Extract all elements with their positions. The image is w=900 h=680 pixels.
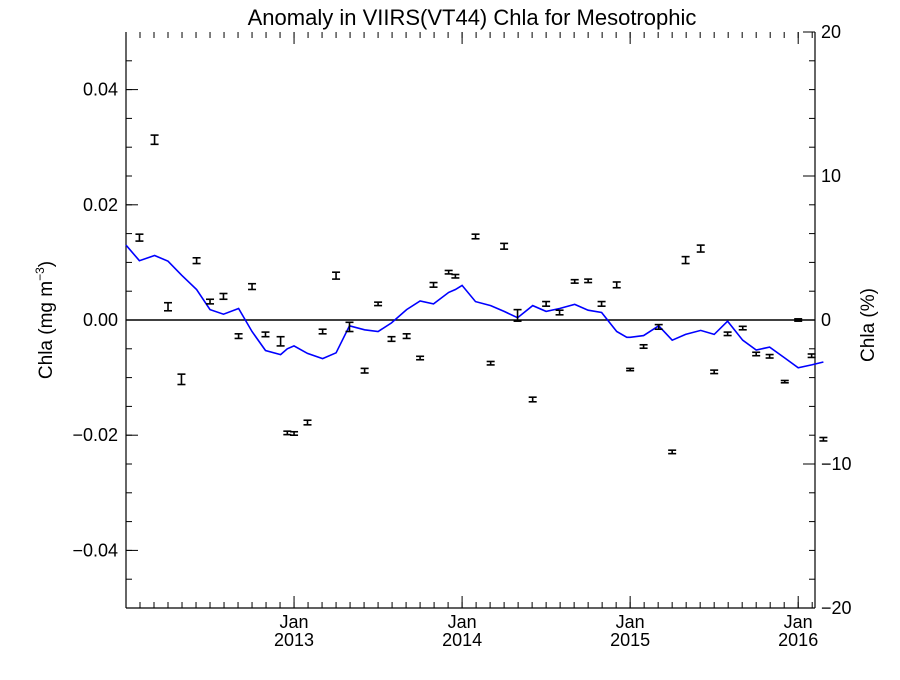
errorbar-point (597, 300, 606, 307)
errorbar-point (164, 301, 173, 312)
left-tick-label: 0.02 (83, 195, 118, 215)
errorbar-point (332, 271, 341, 280)
errorbar-point (723, 331, 732, 337)
errorbar-point (444, 269, 453, 275)
errorbar-point (681, 255, 690, 265)
errorbar-point (402, 333, 411, 340)
errorbar-point (668, 449, 677, 455)
x-tick-label-year: 2015 (610, 630, 650, 650)
errorbar-point (542, 300, 551, 307)
errorbar-point (177, 373, 186, 386)
x-tick-label-month: Jan (280, 612, 309, 632)
errorbar-point (360, 367, 369, 374)
errorbar-point (486, 360, 495, 366)
x-tick-label-year: 2013 (274, 630, 314, 650)
right-y-axis: 20 10 0 −10 −20 (803, 22, 852, 618)
left-tick-label: −0.04 (72, 540, 118, 560)
errorbar-point (248, 282, 257, 291)
errorbar-point (626, 367, 635, 372)
errorbar-point (584, 278, 593, 284)
errorbar-point (429, 281, 438, 288)
errorbar-point (500, 242, 509, 250)
errorbar-point (206, 298, 215, 305)
y-axis-label-left-main: Chla (mg m (36, 281, 57, 379)
errorbar-point (513, 308, 522, 322)
errorbar-point (303, 419, 312, 426)
errorbar-point (780, 379, 789, 384)
left-tick-label: 0.00 (83, 310, 118, 330)
y-axis-label-right: Chla (%) (858, 288, 879, 362)
errorbar-point (807, 353, 816, 359)
x-tick-label-month: Jan (616, 612, 645, 632)
errorbar-point (555, 309, 564, 316)
x-tick-label-month: Jan (448, 612, 477, 632)
errorbar-point (374, 301, 383, 307)
right-tick-label: 20 (821, 22, 841, 42)
y-axis-label-left-sup: −3 (33, 267, 47, 281)
errorbar-point (752, 351, 761, 357)
errorbar-point (416, 355, 425, 361)
anomaly-line (125, 244, 824, 369)
y-axis-label-left-close: ) (36, 261, 57, 267)
right-tick-label: 0 (821, 310, 831, 330)
left-tick-label: −0.02 (72, 425, 118, 445)
errorbar-point (345, 321, 354, 333)
x-tick-label-month: Jan (784, 612, 813, 632)
errorbar-point (135, 233, 144, 242)
errorbar-point (794, 318, 803, 322)
errorbar-point (612, 281, 621, 289)
errorbar-point (471, 233, 480, 240)
errorbar-point (219, 292, 228, 301)
right-tick-label: −10 (821, 454, 852, 474)
errorbar-point (234, 333, 243, 340)
chart-title: Anomaly in VIIRS(VT44) Chla for Mesotrop… (248, 5, 697, 30)
errorbar-point (570, 278, 579, 284)
errorbar-point (528, 396, 537, 403)
errorbar-point (639, 343, 648, 350)
anomaly-line-path (125, 244, 824, 369)
errorbar-point (192, 256, 201, 265)
y-axis-label-left: Chla (mg m−3) (33, 261, 57, 379)
errorbar-point (283, 430, 292, 436)
x-tick-label-year: 2016 (778, 630, 818, 650)
errorbar-point (276, 335, 285, 347)
errorbar-point (696, 244, 705, 253)
errorbar-point (387, 335, 396, 343)
errorbar-point (738, 325, 747, 331)
errorbar-point (765, 353, 774, 359)
errorbar-point (654, 323, 663, 331)
errorbar-point (261, 331, 270, 338)
left-y-axis: 0.04 0.02 0.00 −0.02 −0.04 (72, 60, 138, 580)
right-tick-label: −20 (821, 598, 852, 618)
errorbar-point (710, 369, 719, 375)
errorbar-point (318, 328, 327, 335)
errorbar-point (150, 134, 159, 146)
errorbar-series (135, 134, 828, 455)
errorbar-point (451, 273, 460, 279)
x-tick-label-year: 2014 (442, 630, 482, 650)
right-tick-label: 10 (821, 166, 841, 186)
left-tick-label: 0.04 (83, 80, 118, 100)
errorbar-point (290, 430, 299, 437)
errorbar-point (819, 436, 828, 442)
